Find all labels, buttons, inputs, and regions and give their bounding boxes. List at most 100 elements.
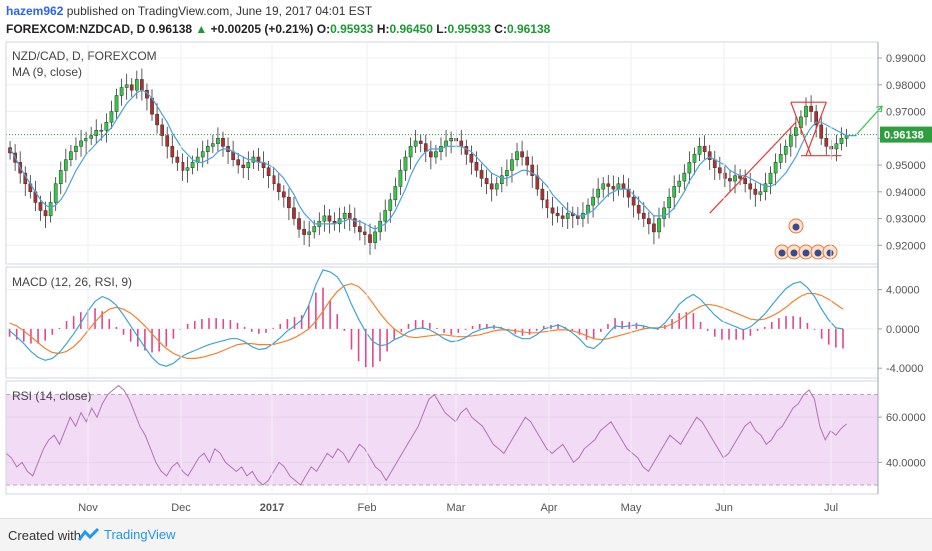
candle-body <box>753 188 758 195</box>
signal-line <box>9 283 844 359</box>
candle-body <box>469 154 474 163</box>
candle-body <box>271 175 276 185</box>
candle-body <box>616 183 621 190</box>
candle-body <box>540 188 545 201</box>
price-change: +0.00205 (+0.21%) <box>210 22 314 36</box>
x-tick-label: Feb <box>358 502 377 514</box>
candle-body <box>134 79 139 91</box>
idea-avatar-icon <box>826 249 834 257</box>
candle-body <box>728 178 732 182</box>
candle-body <box>505 170 509 176</box>
candle-body <box>702 146 707 152</box>
candle-body <box>641 212 646 219</box>
candle-body <box>530 164 535 176</box>
candle-body <box>89 135 94 139</box>
candle-body <box>763 183 768 193</box>
candle-body <box>464 146 469 155</box>
candle-body <box>591 196 595 206</box>
publish-line: hazem962 published on TradingView.com, J… <box>6 4 372 18</box>
candle-body <box>155 113 159 126</box>
username[interactable]: hazem962 <box>6 4 64 18</box>
tradingview-brand[interactable]: TradingView <box>104 527 176 542</box>
candle-body <box>839 138 844 144</box>
price-tick-label: 0.97000 <box>886 107 926 119</box>
candle-body <box>129 84 134 91</box>
candle-body <box>165 135 170 147</box>
candle-body <box>276 183 281 193</box>
candle-body <box>38 202 43 211</box>
candle-body <box>43 210 48 217</box>
macd-line <box>9 269 844 367</box>
x-tick-label: Apr <box>540 502 557 514</box>
idea-avatar-icon <box>802 249 810 257</box>
candle-body <box>596 188 600 198</box>
candle-body <box>449 138 453 142</box>
x-tick-label: May <box>621 502 642 514</box>
candle-body <box>388 199 393 211</box>
candle-body <box>53 183 58 203</box>
candle-body <box>8 147 12 154</box>
x-tick-label: Nov <box>78 502 98 514</box>
candle-body <box>824 138 829 147</box>
candle-body <box>114 95 119 112</box>
candle-body <box>312 226 317 233</box>
candle-body <box>667 196 671 209</box>
trend-line <box>709 121 797 214</box>
candle-body <box>292 207 296 219</box>
open-label: O: <box>316 22 331 36</box>
x-tick-label: Mar <box>447 502 466 514</box>
candle-body <box>677 180 682 187</box>
idea-avatar-icon <box>778 249 786 257</box>
candle-body <box>555 212 560 217</box>
close-label: C: <box>494 22 507 36</box>
candle-body <box>819 124 824 139</box>
candle-body <box>484 178 489 185</box>
candle-body <box>170 146 175 158</box>
candle-body <box>200 151 205 158</box>
candle-body <box>352 218 357 227</box>
tradingview-logo-icon <box>78 528 100 541</box>
candle-body <box>515 151 519 160</box>
idea-avatar-icon <box>814 249 822 257</box>
last-price-label: 0.96138 <box>884 130 924 142</box>
candle-body <box>743 178 748 185</box>
idea-avatar-icon <box>790 249 798 257</box>
candle-body <box>403 156 408 171</box>
candle-body <box>525 156 530 166</box>
candle-body <box>383 210 388 222</box>
candle-body <box>682 172 687 182</box>
candle-body <box>601 183 606 190</box>
open-value: 0.95933 <box>330 22 374 36</box>
candle-body <box>216 138 220 144</box>
symbol-label: FOREXCOM:NZDCAD, D <box>6 22 146 36</box>
candle-body <box>109 111 114 123</box>
rsi-tick-label: 40.0000 <box>886 457 926 469</box>
candle-body <box>413 140 418 147</box>
candle-body <box>398 170 403 187</box>
candle-body <box>84 138 88 142</box>
candle-body <box>281 191 286 198</box>
rsi-pane: 60.0000 40.0000 <box>5 384 926 486</box>
macd-tick-label: 4.0000 <box>886 285 920 297</box>
candle-body <box>287 196 291 209</box>
candle-body <box>373 231 377 243</box>
chart-area[interactable]: 0.920000.930000.940000.950000.960000.970… <box>0 40 932 516</box>
candle-body <box>479 170 484 179</box>
candle-body <box>794 127 798 136</box>
candle-body <box>205 146 210 152</box>
macd-frame <box>5 266 879 379</box>
candle-body <box>302 228 306 235</box>
candle-body <box>266 167 271 176</box>
candle-body <box>428 151 433 158</box>
candle-body <box>707 151 712 160</box>
candle-body <box>489 183 494 190</box>
price-tick-label: 0.95000 <box>886 160 926 172</box>
candle-body <box>697 146 702 155</box>
idea-avatar-icon <box>792 223 800 231</box>
candle-body <box>342 212 347 219</box>
candle-body <box>418 140 423 144</box>
candle-body <box>322 215 327 222</box>
candle-body <box>48 202 53 217</box>
candle-body <box>140 79 144 91</box>
candle-body <box>631 196 636 206</box>
